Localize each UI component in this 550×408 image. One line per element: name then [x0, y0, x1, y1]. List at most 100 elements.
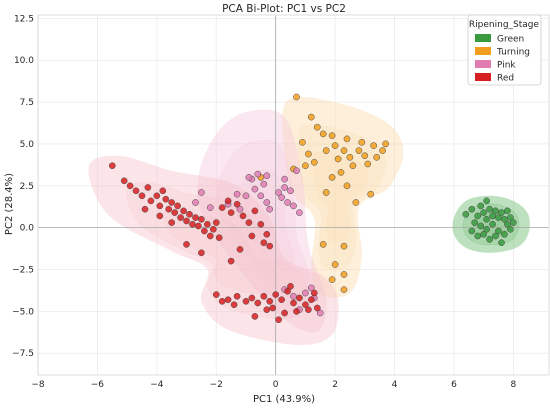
y-tick-label: 10.0 [14, 56, 34, 66]
data-point [159, 187, 167, 195]
data-point [498, 209, 505, 216]
data-point [287, 187, 294, 195]
chart-title: PCA Bi-Plot: PC1 vs PC2 [222, 3, 346, 15]
series-red [108, 162, 321, 324]
data-point [233, 292, 241, 300]
x-tick-label: 4 [392, 380, 398, 390]
data-point [307, 284, 315, 292]
legend-label-pink: Pink [497, 61, 516, 71]
data-point [263, 172, 271, 180]
data-point [334, 155, 342, 163]
data-point [480, 209, 487, 216]
density-layer [312, 151, 369, 243]
data-point [307, 113, 315, 121]
data-point [483, 225, 490, 233]
data-point [162, 195, 170, 203]
data-point [206, 232, 214, 240]
data-point [501, 215, 508, 223]
data-point [156, 212, 164, 220]
data-point [171, 209, 179, 216]
data-point [212, 291, 220, 298]
data-point [233, 200, 241, 208]
data-point [201, 227, 208, 235]
tick-labels: −8 −6 −4 −2 0 2 4 6 8 −7.5 −5.0 −2.5 0.0 2.5 5.0 7.5 10.… [12, 14, 516, 390]
data-point [302, 301, 309, 309]
data-point [260, 239, 268, 247]
data-point [296, 294, 303, 302]
legend-items: Green Turning Pink Red [475, 34, 530, 84]
plot-frame [37, 14, 550, 376]
data-point [254, 170, 262, 178]
data-point [328, 276, 336, 283]
data-point [307, 296, 315, 304]
data-point [242, 192, 250, 200]
data-point [215, 234, 223, 242]
data-point [192, 214, 199, 221]
data-point [126, 182, 134, 190]
data-point [198, 249, 205, 257]
data-point [266, 242, 274, 250]
data-point [492, 232, 499, 240]
data-point [483, 215, 490, 223]
data-point [349, 162, 357, 170]
data-point [331, 261, 339, 268]
data-point [316, 309, 324, 317]
data-point [245, 174, 253, 181]
data-point [504, 207, 511, 215]
x-tick-label: −4 [150, 380, 164, 390]
data-point [302, 289, 309, 297]
series-green [462, 197, 517, 247]
data-point [331, 142, 339, 149]
data-point [358, 138, 366, 146]
data-point [328, 174, 336, 181]
series-turning [257, 93, 389, 293]
data-point [284, 199, 291, 206]
data-point [251, 207, 259, 215]
data-point [328, 132, 336, 139]
data-point [290, 202, 297, 210]
data-point [310, 289, 318, 297]
data-point [263, 230, 271, 238]
data-point [313, 304, 321, 312]
data-point [290, 299, 297, 307]
data-point [471, 219, 479, 226]
data-point [284, 287, 291, 295]
data-point [281, 184, 288, 191]
density-layer [126, 182, 308, 320]
data-point [180, 207, 187, 215]
legend-swatch-green [475, 34, 491, 42]
data-point [340, 242, 348, 250]
y-axis-title: PC2 (28.4%) [4, 173, 15, 235]
y-tick-label: 2.5 [20, 182, 34, 192]
data-point [174, 202, 181, 210]
data-point [239, 212, 247, 220]
data-point [468, 205, 476, 213]
data-point [281, 175, 288, 183]
data-point [355, 147, 363, 154]
data-point [257, 192, 265, 200]
data-point [290, 292, 297, 300]
data-point [498, 239, 505, 247]
data-point [218, 297, 226, 305]
data-point [489, 220, 496, 228]
data-point [477, 202, 485, 210]
density-region-pink [197, 109, 327, 333]
x-tick-label: −6 [91, 380, 105, 390]
data-point [275, 316, 282, 324]
data-point [483, 197, 490, 205]
data-point [293, 167, 300, 175]
data-point [361, 152, 369, 160]
data-point [340, 286, 348, 293]
data-point [236, 205, 244, 213]
data-point [144, 184, 152, 191]
data-point [486, 236, 493, 243]
data-point [343, 135, 351, 143]
data-point [251, 313, 259, 320]
data-point [310, 158, 318, 166]
data-point [218, 204, 226, 211]
data-points [108, 93, 517, 324]
y-tick-label: 7.5 [20, 98, 34, 108]
data-point [492, 207, 499, 215]
